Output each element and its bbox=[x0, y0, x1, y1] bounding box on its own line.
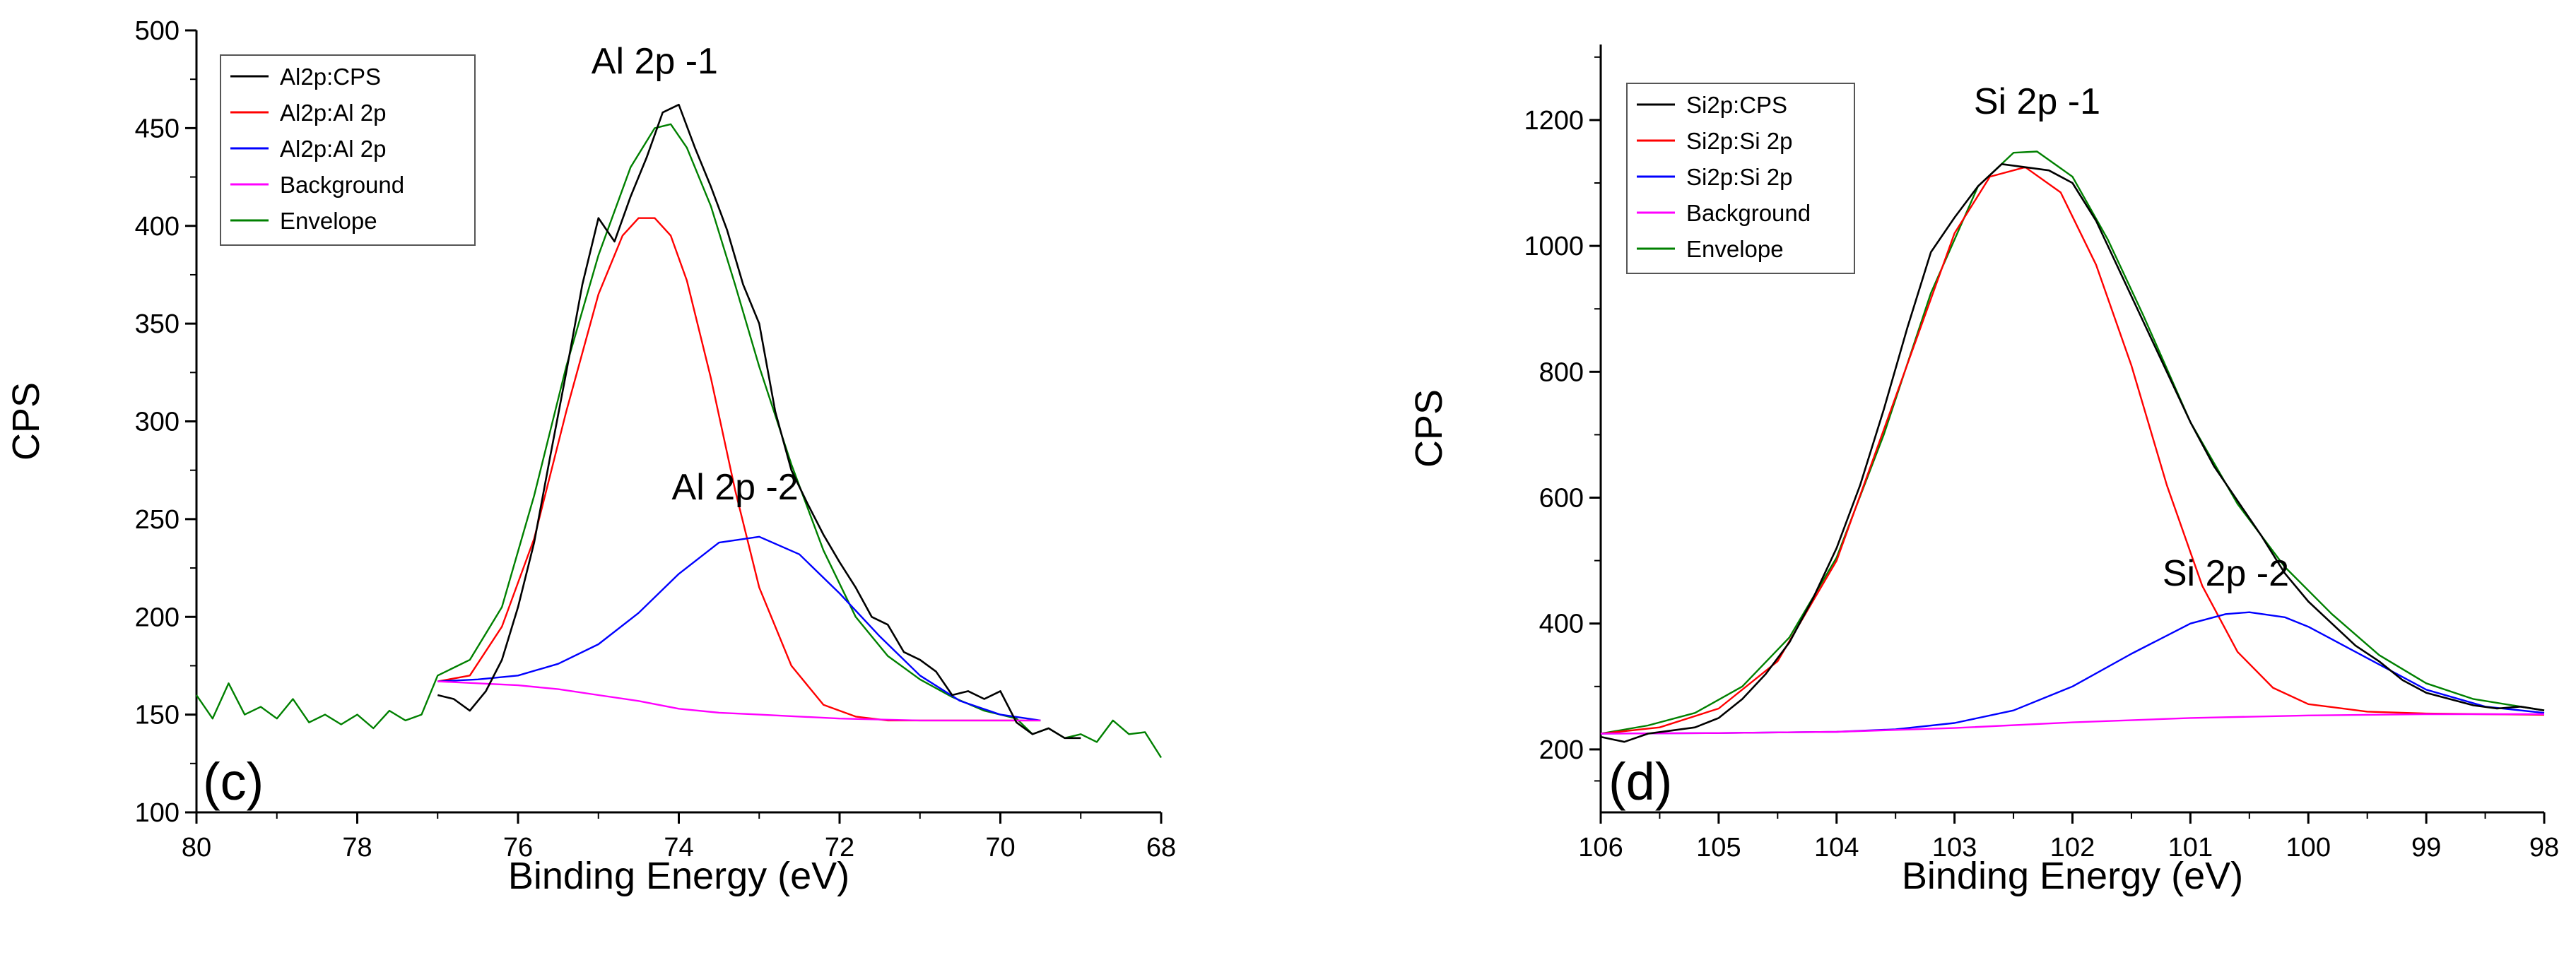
series-line-si2p-cps bbox=[1600, 163, 2545, 743]
y-tick-label: 350 bbox=[135, 309, 180, 339]
legend-label: Envelope bbox=[1686, 236, 1784, 262]
x-tick-label: 105 bbox=[1696, 833, 1741, 863]
legend-label: Al2p:CPS bbox=[280, 64, 381, 90]
legend-label: Si2p:Si 2p bbox=[1686, 164, 1792, 190]
peak-annotation: Si 2p -2 bbox=[2163, 553, 2289, 594]
x-tick-label: 100 bbox=[2286, 833, 2331, 863]
x-tick-label: 104 bbox=[1814, 833, 1859, 863]
x-tick-label: 76 bbox=[503, 833, 533, 863]
y-tick-label: 200 bbox=[135, 603, 180, 632]
x-tick-label: 78 bbox=[342, 833, 372, 863]
y-tick-label: 1000 bbox=[1524, 232, 1584, 261]
y-tick-label: 1200 bbox=[1524, 106, 1584, 136]
x-tick-label: 80 bbox=[182, 833, 211, 863]
peak-annotation: Al 2p -1 bbox=[592, 41, 718, 82]
legend-label: Al2p:Al 2p bbox=[280, 100, 386, 126]
y-axis-title: CPS bbox=[1408, 389, 1450, 468]
y-tick-label: 300 bbox=[135, 408, 180, 437]
series-line-background bbox=[437, 680, 1041, 722]
x-tick-label: 72 bbox=[825, 833, 854, 863]
x-axis-title: Binding Energy (eV) bbox=[1902, 855, 2243, 897]
x-tick-label: 101 bbox=[2168, 833, 2213, 863]
xps-chart-si2p: 106 105 104 103 102 101 100 99 98 200 400 600 800 100… bbox=[1408, 45, 2559, 897]
x-axis-title: Binding Energy (eV) bbox=[508, 855, 849, 897]
x-tick-label: 68 bbox=[1146, 833, 1176, 863]
y-tick-label: 450 bbox=[135, 114, 180, 143]
series-line-envelope bbox=[1600, 150, 2545, 735]
x-tick-label: 70 bbox=[985, 833, 1015, 863]
legend-label: Background bbox=[280, 172, 404, 198]
peak-annotation: Si 2p -1 bbox=[1974, 81, 2100, 122]
x-tick-label: 102 bbox=[2050, 833, 2095, 863]
y-tick-label: 600 bbox=[1539, 484, 1584, 514]
legend-label: Si2p:CPS bbox=[1686, 92, 1787, 118]
legend-label: Envelope bbox=[280, 208, 377, 234]
y-tick-label: 400 bbox=[1539, 610, 1584, 639]
y-tick-label: 500 bbox=[135, 16, 180, 46]
series-line-background bbox=[1600, 713, 2544, 735]
peak-annotation: Al 2p -2 bbox=[672, 467, 799, 508]
panel-label: (d) bbox=[1608, 752, 1672, 811]
xps-chart-al2p: 80 78 76 74 72 70 68 100 150 200 250 300 350 400 450 50… bbox=[5, 16, 1176, 897]
y-tick-label: 250 bbox=[135, 505, 180, 535]
x-tick-label: 103 bbox=[1932, 833, 1977, 863]
y-tick-label: 400 bbox=[135, 212, 180, 242]
x-tick-label: 74 bbox=[664, 833, 693, 863]
panel-label: (c) bbox=[203, 752, 264, 811]
series-line-al2p-al-2p bbox=[437, 535, 1041, 722]
legend-label: Background bbox=[1686, 200, 1811, 226]
x-tick-label: 99 bbox=[2411, 833, 2441, 863]
x-tick-label: 106 bbox=[1578, 833, 1623, 863]
legend-box bbox=[220, 54, 476, 246]
legend-label: Si2p:Si 2p bbox=[1686, 128, 1792, 154]
y-tick-label: 150 bbox=[135, 701, 180, 730]
y-tick-label: 200 bbox=[1539, 735, 1584, 765]
y-tick-label: 800 bbox=[1539, 357, 1584, 387]
x-tick-label: 98 bbox=[2529, 833, 2559, 863]
legend-label: Al2p:Al 2p bbox=[280, 136, 386, 162]
series-line-al2p-cps bbox=[437, 103, 1081, 740]
legend-box bbox=[1626, 83, 1855, 274]
y-axis-title: CPS bbox=[5, 382, 47, 461]
y-tick-label: 100 bbox=[135, 798, 180, 828]
series-line-si2p-si-2p bbox=[1600, 611, 2545, 735]
